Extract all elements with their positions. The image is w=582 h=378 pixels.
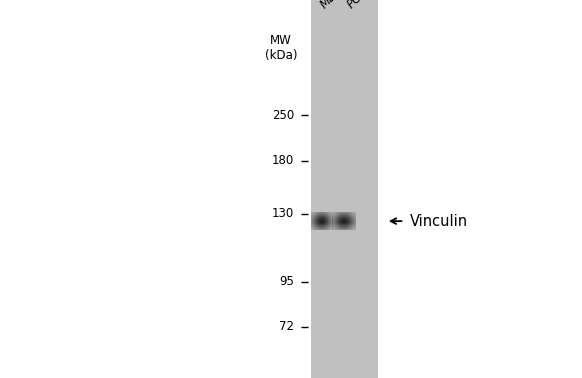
Text: Vinculin: Vinculin xyxy=(410,214,469,229)
Text: 130: 130 xyxy=(272,207,294,220)
Text: PG-4: PG-4 xyxy=(345,0,374,11)
Text: MDCK: MDCK xyxy=(318,0,352,11)
Bar xyxy=(311,0,378,378)
Text: 250: 250 xyxy=(272,109,294,122)
Text: 72: 72 xyxy=(279,321,294,333)
Text: MW
(kDa): MW (kDa) xyxy=(265,34,297,62)
Text: 95: 95 xyxy=(279,275,294,288)
Text: 180: 180 xyxy=(272,154,294,167)
